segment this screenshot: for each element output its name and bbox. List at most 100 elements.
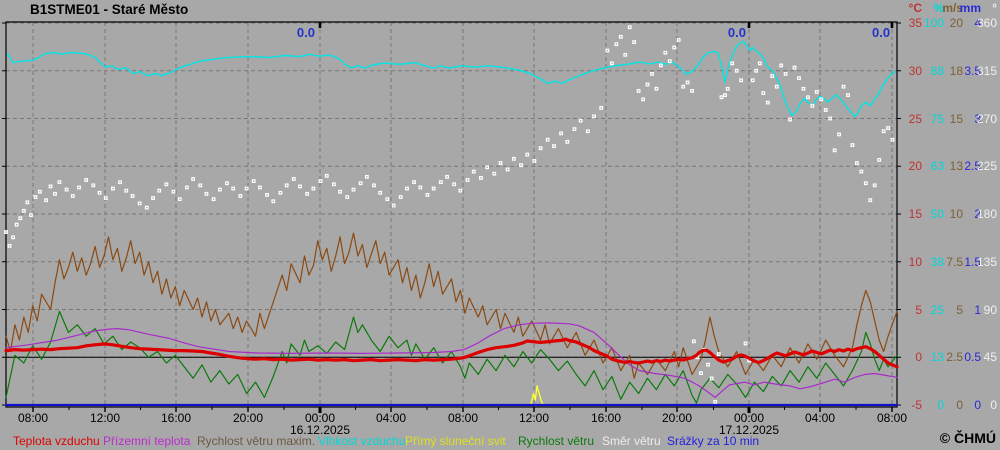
series-sm-r-v-tru-dot-center [660,64,662,67]
x-tick-label: 00:00 [304,411,335,425]
series-sm-r-v-tru-dot-center [744,342,747,345]
axis-value-mm: 4 [974,16,981,30]
axis-value-°C: 5 [915,302,922,317]
series-sm-r-v-tru-dot-center [539,147,542,149]
series-sm-r-v-tru-dot-center [459,189,462,192]
series-sm-r-v-tru-dot-center [78,186,80,189]
series-sm-r-v-tru-dot-center [686,81,689,84]
series-sm-r-v-tru-dot-center [847,94,849,96]
series-sm-r-v-tru-dot-center [600,107,602,109]
series-sm-r-v-tru-dot-center [553,145,555,147]
legend-item-1: Teplota vzduchu [13,434,100,448]
series-sm-r-v-tru-dot-center [566,141,569,143]
series-sm-r-v-tru-dot-center [352,188,355,191]
series-rychlost-v-tru-maxim- [5,232,898,379]
series-sm-r-v-tru-dot-center [105,197,107,199]
x-tick-label: 04:00 [805,411,836,425]
axis-value-%: 0 [937,398,944,412]
axis-value-m/s: 18 [949,63,963,78]
axis-value-°C: -5 [911,398,922,412]
axis-value-mm: 3 [974,111,981,126]
series-sm-r-v-tru-dot-center [379,192,381,194]
legend-item-3: Rychlost větru maxim. [197,434,316,448]
series-sm-r-v-tru-dot-center [740,79,742,81]
legend-item-2: Přízemní teplota [103,434,191,448]
series-sm-r-v-tru-dot-center [560,132,562,135]
axis-value-mm: 2.5 [964,159,981,174]
series-sm-r-v-tru-dot-center [245,187,248,190]
series-sm-r-v-tru-dot-center [767,101,769,104]
series-sm-r-v-tru-dot-center [426,194,429,196]
series-sm-r-v-tru-dot-center [842,85,845,88]
series-sm-r-v-tru-dot-center [446,176,448,178]
axis-value-%: 13 [930,350,944,365]
series-sm-r-v-tru-dot-center [413,181,415,183]
series-sm-r-v-tru-dot-center [820,98,822,101]
axis-unit-%: % [933,1,944,15]
legend-item-6: Rychlost větru [518,434,595,448]
series-sm-r-v-tru-dot-center [520,164,522,166]
series-sm-r-v-tru-dot-center [776,85,778,88]
series-sm-r-v-tru-dot-center [473,170,475,173]
series-sm-r-v-tru-dot-center [98,192,101,194]
legend-item-5: Přímý sluneční svit [405,434,506,448]
series-sm-r-v-tru-dot-center [453,183,455,185]
series-sm-r-v-tru-dot-center [346,196,348,198]
series-sm-r-v-tru-dot-center [526,153,528,156]
axis-value-°C: 15 [908,207,922,221]
axis-value-m/s: 7.5 [946,254,963,269]
axis-value-m/s: 15 [949,111,963,126]
series-sm-r-v-tru-dot-center [373,184,375,187]
series-sm-r-v-tru-dot-center [30,214,32,216]
x-tick-label: 08:00 [876,411,908,425]
axis-value-°C: 20 [908,159,922,174]
daily-precip-total: 0.0 [296,25,315,40]
axis-value-°C: 25 [908,111,922,126]
series-sm-r-v-tru-dot-center [219,188,221,191]
series-sm-r-v-tru-dot-center [400,196,402,198]
series-sm-r-v-tru-dot-center [252,180,255,182]
x-tick-label: 20:00 [232,411,263,425]
series-sm-r-v-tru-dot-center [58,181,61,183]
axis-value-°C: 10 [908,254,922,269]
series-sm-r-v-tru-dot-center [138,202,141,205]
legend-item-7: Směr větru [602,434,661,448]
series-sm-r-v-tru-dot-center [92,184,95,187]
series-sm-r-v-tru-dot-center [807,96,809,98]
series-sm-r-v-tru-dot-center [887,127,889,129]
x-tick-label: 12:00 [518,411,550,425]
series-sm-r-v-tru-dot-center [392,204,395,207]
series-sm-r-v-tru-dot-center [366,176,368,178]
series-sm-r-v-tru-dot-center [359,182,362,184]
axis-value-°: 0 [990,398,997,412]
axis-value-%: 75 [930,111,944,126]
series-sm-r-v-tru-dot-center [593,115,595,118]
series-sm-r-v-tru-dot-center [226,182,228,184]
series-sm-r-v-tru-dot-center [869,199,871,201]
series-sm-r-v-tru-dot-center [816,91,818,93]
series-sm-r-v-tru-dot-center [579,119,582,122]
series-sm-r-v-tru-dot-center [285,184,288,187]
series-sm-r-v-tru-dot-center [664,52,667,54]
series-sm-r-v-tru-dot-center [606,49,609,52]
series-sm-r-v-tru-dot-center [629,26,631,28]
axis-value-%: 25 [930,302,944,317]
series-sm-r-v-tru-dot-center [299,185,301,188]
axis-value-%: 88 [930,63,944,78]
series-sm-r-v-tru-dot-center [691,90,693,92]
series-sm-r-v-tru-dot-center [85,179,87,181]
series-sm-r-v-tru-dot-center [486,166,488,169]
x-tick-label: 20:00 [661,411,693,425]
x-date-label: 16.12.2025 [289,423,351,437]
series-sm-r-v-tru-dot-center [771,75,773,77]
axis-value-°: 270 [976,111,997,126]
series-sm-r-v-tru-dot-center [131,195,134,197]
series-sm-r-v-tru-dot-center [432,187,435,190]
series-sm-r-v-tru-dot-center [419,186,422,189]
legend-item-4: Vlhkost vzduchu [318,434,406,448]
axis-value-m/s: 0 [956,398,963,412]
x-tick-label: 04:00 [375,411,407,425]
series-sm-r-v-tru-dot-center [651,73,653,75]
series-sm-r-v-tru-dot-center [673,46,675,49]
